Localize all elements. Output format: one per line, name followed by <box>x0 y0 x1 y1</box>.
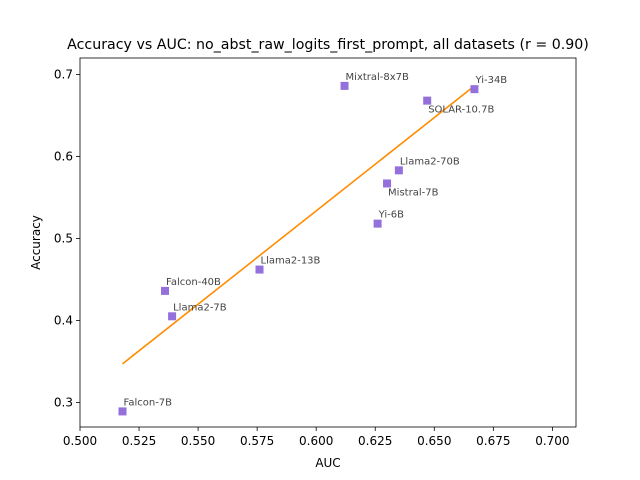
point-label: Yi-6B <box>378 210 405 221</box>
point-label: Mixtral-8x7B <box>346 72 410 83</box>
plot-area: Mixtral-8x7B Yi-34B SOLAR-10.7B Llama2-70B M… <box>118 72 507 416</box>
point-label: Llama2-7B <box>173 302 227 313</box>
y-tick-label: 0.4 <box>54 313 73 327</box>
data-point <box>470 85 479 94</box>
y-axis-label: Accuracy <box>29 215 43 270</box>
x-tick-label: 0.700 <box>535 434 569 448</box>
data-point <box>423 96 432 105</box>
y-tick-label: 0.5 <box>54 231 73 245</box>
x-tick-label: 0.500 <box>63 434 97 448</box>
regression-line <box>122 85 475 365</box>
chart-title: Accuracy vs AUC: no_abst_raw_logits_firs… <box>67 37 589 53</box>
x-tick-label: 0.625 <box>358 434 392 448</box>
x-tick-label: 0.525 <box>122 434 156 448</box>
x-tick-label: 0.650 <box>417 434 451 448</box>
point-label: Falcon-40B <box>166 277 221 288</box>
data-point <box>161 286 170 295</box>
data-point <box>118 407 127 416</box>
x-axis: 0.500 0.525 0.550 0.575 0.600 0.625 0.650 0.675… <box>63 427 570 448</box>
point-label: Llama2-70B <box>400 156 460 167</box>
y-tick-label: 0.7 <box>54 67 73 81</box>
y-tick-label: 0.6 <box>54 149 73 163</box>
x-tick-label: 0.675 <box>476 434 510 448</box>
point-label: Llama2-13B <box>261 256 321 267</box>
y-tick-label: 0.3 <box>54 395 73 409</box>
data-point <box>383 179 392 188</box>
data-point <box>373 219 382 228</box>
point-label: SOLAR-10.7B <box>428 105 494 116</box>
data-point <box>168 312 177 321</box>
point-label: Yi-34B <box>474 75 507 86</box>
point-label: Mistral-7B <box>388 187 439 198</box>
data-point <box>394 166 403 175</box>
x-tick-label: 0.550 <box>181 434 215 448</box>
x-axis-label: AUC <box>315 456 340 470</box>
plot-frame <box>79 57 577 428</box>
point-label: Falcon-7B <box>124 397 173 408</box>
x-tick-label: 0.600 <box>299 434 333 448</box>
x-tick-label: 0.575 <box>240 434 274 448</box>
y-axis: 0.3 0.4 0.5 0.6 0.7 <box>54 67 80 409</box>
data-point <box>340 81 349 90</box>
data-point <box>255 265 264 274</box>
